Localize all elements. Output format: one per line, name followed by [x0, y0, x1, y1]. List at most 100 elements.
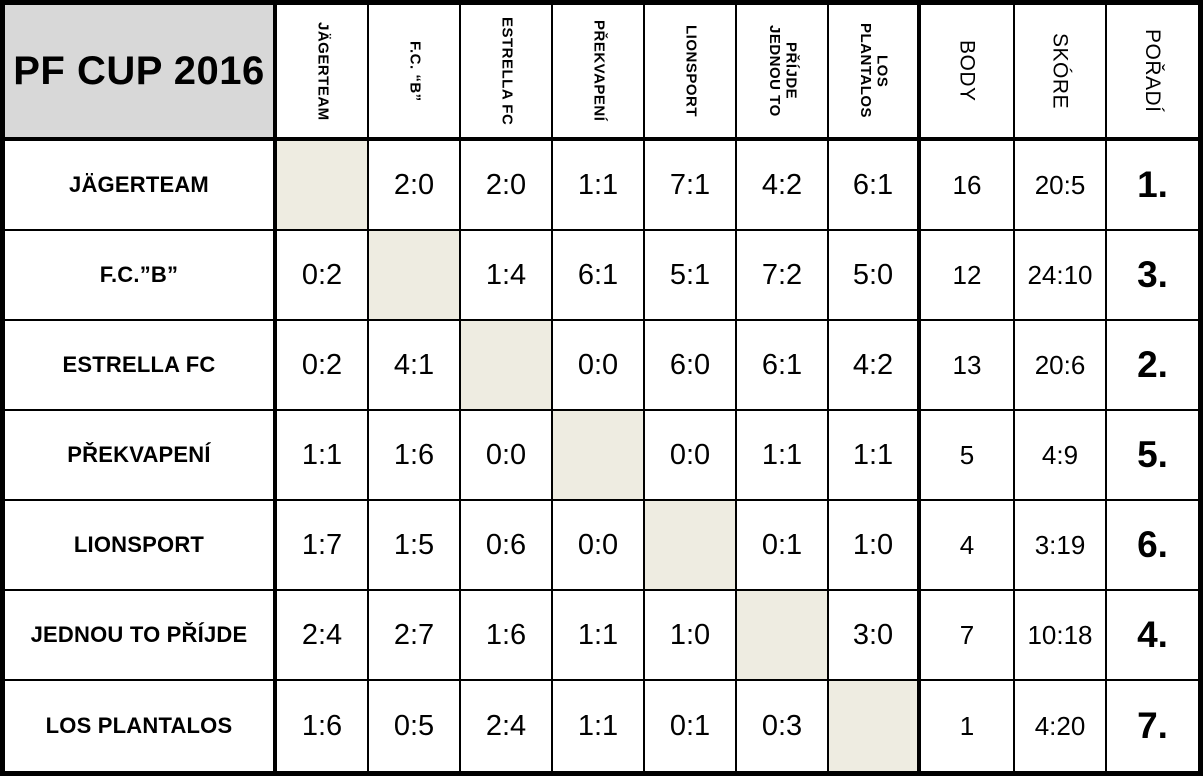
- score-r4: 3:19: [1015, 501, 1107, 591]
- result-r2c1: 4:1: [369, 321, 461, 411]
- col-header-label: PŘEKVAPENÍ: [590, 20, 608, 122]
- result-r5c1: 2:7: [369, 591, 461, 681]
- result-r0c6: 6:1: [829, 141, 921, 231]
- diagonal-cell-r5: [737, 591, 829, 681]
- result-r3c5: 1:1: [737, 411, 829, 501]
- score-r1: 24:10: [1015, 231, 1107, 321]
- col-header-label-line2: LOS: [873, 54, 891, 88]
- rank-r0: 1.: [1107, 141, 1198, 231]
- score-r5: 10:18: [1015, 591, 1107, 681]
- score-r6: 4:20: [1015, 681, 1107, 771]
- result-r5c4: 1:0: [645, 591, 737, 681]
- col-header-label: JÄGERTEAM: [314, 21, 332, 121]
- points-r4: 4: [921, 501, 1015, 591]
- col-header-label: BODY: [955, 40, 979, 102]
- result-r1c3: 6:1: [553, 231, 645, 321]
- points-r2: 13: [921, 321, 1015, 411]
- result-r0c5: 4:2: [737, 141, 829, 231]
- row-label-los-plantalos: LOS PLANTALOS: [5, 681, 277, 771]
- result-r5c0: 2:4: [277, 591, 369, 681]
- result-r3c2: 0:0: [461, 411, 553, 501]
- result-r6c5: 0:3: [737, 681, 829, 771]
- result-r3c1: 1:6: [369, 411, 461, 501]
- diagonal-cell-r4: [645, 501, 737, 591]
- result-r1c6: 5:0: [829, 231, 921, 321]
- result-r4c1: 1:5: [369, 501, 461, 591]
- col-header-los-plantalos: PLANTALOS LOS: [829, 5, 921, 141]
- col-header-label-line2: PŘÍJDE: [782, 42, 800, 100]
- result-r1c5: 7:2: [737, 231, 829, 321]
- result-r2c3: 0:0: [553, 321, 645, 411]
- rank-r2: 2.: [1107, 321, 1198, 411]
- result-r5c2: 1:6: [461, 591, 553, 681]
- result-r0c1: 2:0: [369, 141, 461, 231]
- diagonal-cell-r1: [369, 231, 461, 321]
- col-header-label-line1: JEDNOU TO: [766, 25, 783, 117]
- row-label-lionsport: LIONSPORT: [5, 501, 277, 591]
- result-r3c6: 1:1: [829, 411, 921, 501]
- col-header-label: F.C. “B”: [406, 40, 424, 102]
- points-r5: 7: [921, 591, 1015, 681]
- result-r4c5: 0:1: [737, 501, 829, 591]
- tournament-title: PF CUP 2016: [5, 5, 277, 141]
- col-header-prekvapeni: PŘEKVAPENÍ: [553, 5, 645, 141]
- col-header-fcb: F.C. “B”: [369, 5, 461, 141]
- col-header-label-line1: PLANTALOS: [857, 23, 874, 119]
- result-r4c0: 1:7: [277, 501, 369, 591]
- points-r3: 5: [921, 411, 1015, 501]
- diagonal-cell-r2: [461, 321, 553, 411]
- result-r5c3: 1:1: [553, 591, 645, 681]
- row-label-fcb: F.C.”B”: [5, 231, 277, 321]
- result-r3c0: 1:1: [277, 411, 369, 501]
- points-r1: 12: [921, 231, 1015, 321]
- col-header-jednou-to-prijde: JEDNOU TO PŘÍJDE: [737, 5, 829, 141]
- rank-r6: 7.: [1107, 681, 1198, 771]
- score-r3: 4:9: [1015, 411, 1107, 501]
- col-header-label: SKÓRE: [1048, 32, 1072, 110]
- col-header-jagerteam: JÄGERTEAM: [277, 5, 369, 141]
- col-header-label: LIONSPORT: [682, 24, 700, 117]
- rank-r5: 4.: [1107, 591, 1198, 681]
- col-header-skore: SKÓRE: [1015, 5, 1107, 141]
- result-r2c5: 6:1: [737, 321, 829, 411]
- col-header-body: BODY: [921, 5, 1015, 141]
- diagonal-cell-r6: [829, 681, 921, 771]
- col-header-poradi: POŘADÍ: [1107, 5, 1198, 141]
- col-header-label: ESTRELLA FC: [498, 16, 516, 126]
- points-r0: 16: [921, 141, 1015, 231]
- row-label-jednou-to-prijde: JEDNOU TO PŘÍJDE: [5, 591, 277, 681]
- result-r4c6: 1:0: [829, 501, 921, 591]
- result-r6c4: 0:1: [645, 681, 737, 771]
- result-r4c3: 0:0: [553, 501, 645, 591]
- points-r6: 1: [921, 681, 1015, 771]
- result-r6c1: 0:5: [369, 681, 461, 771]
- col-header-estrella-fc: ESTRELLA FC: [461, 5, 553, 141]
- diagonal-cell-r0: [277, 141, 369, 231]
- rank-r4: 6.: [1107, 501, 1198, 591]
- result-r6c0: 1:6: [277, 681, 369, 771]
- result-r2c6: 4:2: [829, 321, 921, 411]
- result-r3c4: 0:0: [645, 411, 737, 501]
- result-r0c3: 1:1: [553, 141, 645, 231]
- col-header-lionsport: LIONSPORT: [645, 5, 737, 141]
- result-r2c4: 6:0: [645, 321, 737, 411]
- rank-r1: 3.: [1107, 231, 1198, 321]
- result-r6c2: 2:4: [461, 681, 553, 771]
- diagonal-cell-r3: [553, 411, 645, 501]
- result-r1c0: 0:2: [277, 231, 369, 321]
- row-label-jagerteam: JÄGERTEAM: [5, 141, 277, 231]
- result-r1c2: 1:4: [461, 231, 553, 321]
- col-header-label: POŘADÍ: [1141, 29, 1165, 113]
- result-r5c6: 3:0: [829, 591, 921, 681]
- score-r0: 20:5: [1015, 141, 1107, 231]
- row-label-estrella-fc: ESTRELLA FC: [5, 321, 277, 411]
- result-r1c4: 5:1: [645, 231, 737, 321]
- result-r0c2: 2:0: [461, 141, 553, 231]
- result-r4c2: 0:6: [461, 501, 553, 591]
- score-r2: 20:6: [1015, 321, 1107, 411]
- result-r6c3: 1:1: [553, 681, 645, 771]
- result-r2c0: 0:2: [277, 321, 369, 411]
- rank-r3: 5.: [1107, 411, 1198, 501]
- result-r0c4: 7:1: [645, 141, 737, 231]
